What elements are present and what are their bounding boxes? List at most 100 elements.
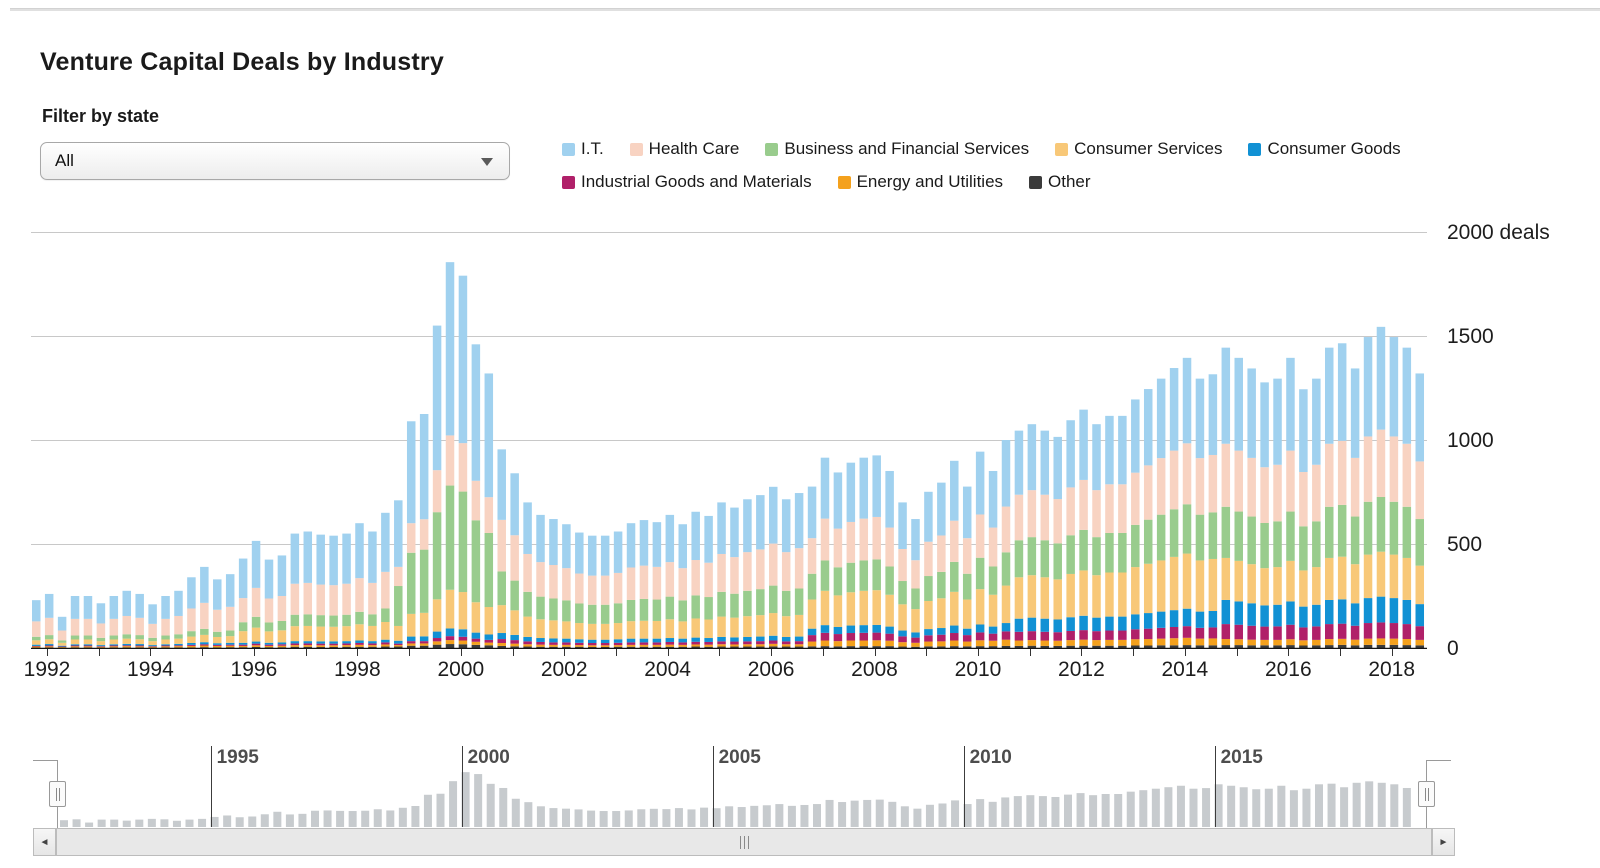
bar-segment[interactable] — [432, 644, 442, 648]
bar-segment[interactable] — [277, 647, 287, 648]
bar-segment[interactable] — [1156, 638, 1166, 646]
bar-segment[interactable] — [1040, 494, 1050, 541]
bar-segment[interactable] — [1079, 639, 1088, 646]
bar-segment[interactable] — [652, 522, 662, 567]
bar-segment[interactable] — [1195, 645, 1205, 648]
bar-segment[interactable] — [756, 615, 765, 637]
bar-segment[interactable] — [368, 582, 377, 615]
bar-segment[interactable] — [471, 520, 481, 603]
bar-segment[interactable] — [32, 645, 41, 647]
bar-segment[interactable] — [691, 637, 700, 642]
bar-segment[interactable] — [109, 645, 119, 647]
bar-segment[interactable] — [691, 646, 700, 648]
bar-segment[interactable] — [290, 641, 300, 644]
bar-segment[interactable] — [1415, 461, 1425, 520]
bar-segment[interactable] — [756, 644, 765, 647]
bar-segment[interactable] — [1040, 540, 1050, 578]
bar-segment[interactable] — [1195, 458, 1205, 515]
bar-segment[interactable] — [1027, 617, 1037, 632]
bar-segment[interactable] — [600, 575, 610, 605]
bar-segment[interactable] — [626, 621, 636, 639]
bar-segment[interactable] — [1027, 631, 1037, 641]
bar-segment[interactable] — [975, 514, 985, 558]
bar-segment[interactable] — [536, 596, 545, 620]
bar-segment[interactable] — [1001, 506, 1011, 553]
bar-segment[interactable] — [1182, 504, 1192, 554]
bar-segment[interactable] — [872, 646, 881, 648]
bar-segment[interactable] — [988, 527, 998, 567]
bar-segment[interactable] — [859, 560, 869, 591]
bar-segment[interactable] — [781, 644, 791, 647]
bar-segment[interactable] — [1363, 644, 1373, 648]
bar-segment[interactable] — [872, 559, 881, 591]
bar-segment[interactable] — [1105, 630, 1114, 640]
bar-segment[interactable] — [1312, 521, 1321, 568]
bar-segment[interactable] — [432, 470, 442, 513]
bar-segment[interactable] — [1325, 347, 1334, 444]
bar-segment[interactable] — [562, 646, 571, 648]
bar-segment[interactable] — [381, 642, 390, 645]
bar-segment[interactable] — [290, 614, 300, 627]
bar-segment[interactable] — [225, 636, 235, 643]
bar-segment[interactable] — [57, 616, 67, 631]
bar-segment[interactable] — [717, 636, 726, 642]
bar-segment[interactable] — [1273, 567, 1282, 605]
bar-segment[interactable] — [355, 640, 364, 644]
bar-segment[interactable] — [794, 641, 804, 645]
bar-segment[interactable] — [575, 645, 584, 647]
bar-segment[interactable] — [575, 573, 584, 604]
bar-segment[interactable] — [898, 548, 907, 582]
bar-segment[interactable] — [743, 616, 752, 637]
bar-segment[interactable] — [962, 538, 972, 574]
bar-segment[interactable] — [70, 639, 80, 645]
bar-segment[interactable] — [536, 514, 545, 563]
bar-segment[interactable] — [1337, 343, 1347, 441]
bar-segment[interactable] — [1118, 415, 1127, 485]
bar-segment[interactable] — [846, 521, 856, 563]
bar-segment[interactable] — [187, 645, 196, 648]
legend-item[interactable]: Energy and Utilities — [837, 172, 1003, 192]
bar-segment[interactable] — [44, 646, 54, 648]
bar-segment[interactable] — [1092, 490, 1101, 538]
bar-segment[interactable] — [264, 631, 274, 643]
bar-segment[interactable] — [704, 646, 713, 648]
bar-segment[interactable] — [1105, 616, 1114, 631]
bar-segment[interactable] — [161, 647, 170, 648]
bar-segment[interactable] — [1001, 440, 1011, 507]
bar-segment[interactable] — [1001, 585, 1011, 624]
bar-segment[interactable] — [83, 646, 93, 648]
bar-segment[interactable] — [419, 645, 429, 648]
bar-segment[interactable] — [342, 641, 351, 644]
bar-segment[interactable] — [355, 578, 364, 612]
bar-segment[interactable] — [988, 646, 998, 648]
bar-segment[interactable] — [342, 643, 351, 646]
bar-segment[interactable] — [1415, 519, 1425, 566]
bar-segment[interactable] — [975, 646, 985, 648]
bar-segment[interactable] — [911, 609, 920, 633]
bar-segment[interactable] — [1350, 603, 1360, 626]
bar-segment[interactable] — [756, 549, 765, 590]
bar-segment[interactable] — [820, 518, 830, 561]
bar-segment[interactable] — [1182, 553, 1192, 609]
bar-segment[interactable] — [238, 598, 248, 623]
bar-segment[interactable] — [394, 586, 403, 626]
bar-segment[interactable] — [1260, 522, 1269, 569]
bar-segment[interactable] — [639, 598, 649, 621]
bar-segment[interactable] — [1350, 639, 1360, 646]
bar-segment[interactable] — [1169, 450, 1179, 510]
bar-segment[interactable] — [1131, 472, 1140, 525]
bar-segment[interactable] — [898, 604, 907, 631]
bar-segment[interactable] — [1376, 622, 1386, 639]
bar-segment[interactable] — [1040, 631, 1050, 641]
bar-segment[interactable] — [820, 560, 830, 591]
bar-segment[interactable] — [484, 532, 494, 608]
bar-segment[interactable] — [1156, 627, 1166, 639]
bar-segment[interactable] — [1066, 535, 1075, 574]
bar-segment[interactable] — [794, 646, 804, 648]
bar-segment[interactable] — [225, 606, 235, 631]
bar-segment[interactable] — [1092, 617, 1101, 632]
bar-segment[interactable] — [290, 583, 300, 615]
bar-segment[interactable] — [1350, 625, 1360, 640]
bar-segment[interactable] — [730, 644, 739, 647]
bar-segment[interactable] — [355, 644, 364, 647]
